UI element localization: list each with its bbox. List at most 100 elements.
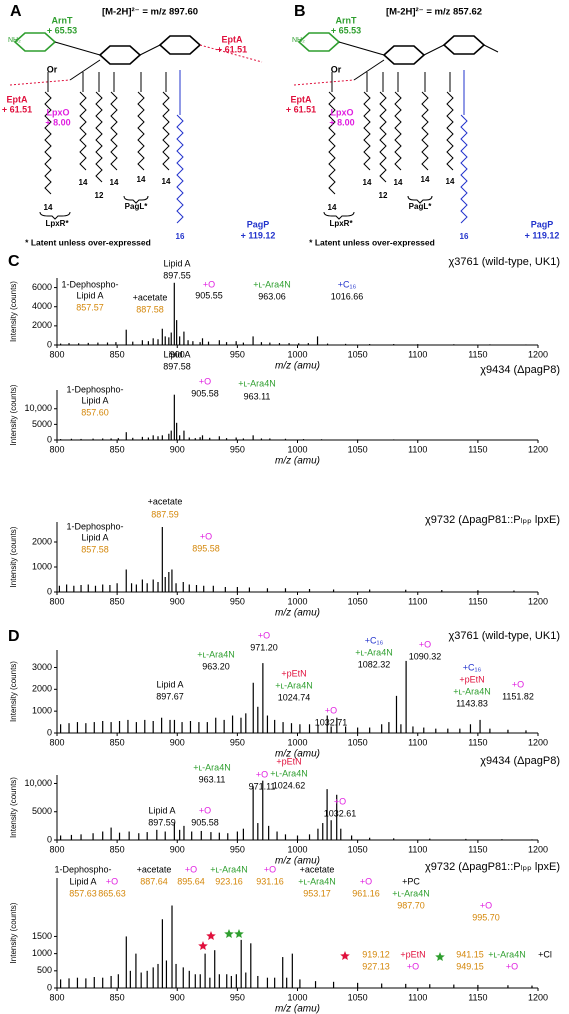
x-tick-label: 1100 <box>408 444 427 454</box>
acyl-chain <box>95 91 103 183</box>
structure-label: LpxO <box>330 107 353 117</box>
y-tick-label: 1500 <box>32 931 52 941</box>
panel-letter: D <box>8 628 20 645</box>
structure-label: LpxO <box>46 107 69 117</box>
peak-annotation: 1016.66 <box>331 291 364 301</box>
chart-title: χ9434 (ΔpagP8) <box>480 364 560 376</box>
x-tick-label: 850 <box>110 844 125 854</box>
structure-label: EptA <box>7 94 28 104</box>
peak-annotation: +ʟ-Ara4N <box>270 768 307 778</box>
panel-letter: C <box>8 253 20 270</box>
peak-annotation: +O <box>199 805 211 815</box>
x-tick-label: 1200 <box>528 992 548 1002</box>
peak-annotation: Lipid A <box>163 349 190 359</box>
peak-annotation: +ʟ-Ara4N <box>253 279 290 289</box>
y-tick-label: 0 <box>47 339 52 349</box>
x-tick-label: 950 <box>230 596 245 606</box>
peak-annotation: 897.67 <box>156 691 184 701</box>
structure-label: + 61.51 <box>217 44 247 54</box>
brace <box>323 211 355 220</box>
y-tick-label: 2000 <box>32 684 52 694</box>
chain-length: 12 <box>95 191 104 200</box>
peak-annotation: +O <box>334 796 346 806</box>
peak-annotation: 1024.74 <box>278 692 311 702</box>
chain-length: 14 <box>44 203 53 212</box>
peak-annotation: 963.20 <box>202 661 230 671</box>
peak-annotation: 953.17 <box>303 888 331 898</box>
x-tick-label: 800 <box>49 992 64 1002</box>
structure-label: + 65.53 <box>331 25 361 35</box>
peak-annotation: +ʟ-Ara4N <box>298 876 335 886</box>
peak-annotation: +C₁₆ <box>463 662 482 672</box>
x-tick-label: 850 <box>110 349 125 359</box>
structure-label: ArnT <box>52 15 73 25</box>
x-tick-label: 1050 <box>348 444 368 454</box>
x-tick-label: 950 <box>230 349 245 359</box>
structure-label: + 8.00 <box>45 117 70 127</box>
acyl-chain <box>137 91 145 171</box>
x-tick-label: 800 <box>49 349 64 359</box>
structure-label: NH₂ <box>292 37 305 44</box>
chain-length: 14 <box>363 178 372 187</box>
acyl-chain <box>162 91 170 171</box>
chart-title: χ9434 (ΔpagP8) <box>480 755 560 767</box>
peak-annotation: +O <box>407 961 419 971</box>
y-tick-label: 1000 <box>32 948 52 958</box>
peak-annotation: Lipid A <box>81 395 108 405</box>
peak-annotation: +acetate <box>300 864 335 874</box>
star-marker <box>224 929 234 938</box>
peak-annotation: +O <box>185 864 197 874</box>
peak-annotation: +O <box>256 769 268 779</box>
x-tick-label: 1150 <box>468 444 487 454</box>
peak-annotation: +ʟ-Ara4N <box>355 647 392 657</box>
peak-annotation: +pEtN <box>281 668 306 678</box>
acyl-chain <box>363 91 371 171</box>
peak-annotation: +ʟ-Ara4N <box>197 649 234 659</box>
x-axis-label: m/z (amu) <box>275 749 320 760</box>
x-tick-label: 1150 <box>468 992 487 1002</box>
peak-annotation: 971.20 <box>250 642 278 652</box>
peak-annotation: +ʟ-Ara4N <box>488 949 525 959</box>
structure-label: PagL* <box>125 202 149 211</box>
y-tick-label: 5000 <box>32 419 52 429</box>
y-tick-label: 1000 <box>32 706 52 716</box>
peak-annotation: Lipid A <box>148 805 175 815</box>
peak-annotation: 897.55 <box>163 270 191 280</box>
peak-annotation: 887.64 <box>140 876 168 886</box>
peak-annotation: 895.64 <box>177 876 205 886</box>
star-marker <box>234 929 244 938</box>
structure-label: + 61.51 <box>2 104 32 114</box>
structure-label: + 119.12 <box>241 230 276 240</box>
peak-annotation: 1082.32 <box>358 659 391 669</box>
x-tick-label: 850 <box>110 444 125 454</box>
structure-label: PagL* <box>409 202 433 211</box>
chain-length: 14 <box>137 175 146 184</box>
y-tick-label: 3000 <box>32 662 52 672</box>
peak-annotation: 857.60 <box>81 407 109 417</box>
peak-annotation: +O <box>506 961 518 971</box>
x-tick-label: 900 <box>170 844 185 854</box>
x-tick-label: 1050 <box>348 349 368 359</box>
peak-annotation: 987.70 <box>397 900 425 910</box>
bond <box>483 44 499 53</box>
x-tick-label: 1150 <box>468 844 487 854</box>
structure-label: Or <box>331 64 342 74</box>
structure-label: + 8.00 <box>329 117 354 127</box>
structure-label: B <box>294 3 306 20</box>
y-tick-label: 0 <box>47 586 52 596</box>
x-tick-label: 850 <box>110 992 125 1002</box>
peak-annotation: 949.15 <box>456 961 484 971</box>
peak-annotation: 963.11 <box>199 774 226 784</box>
chart-title: χ3761 (wild-type, UK1) <box>448 630 560 642</box>
star-marker <box>206 931 216 940</box>
x-tick-label: 1150 <box>468 349 487 359</box>
x-tick-label: 900 <box>170 349 185 359</box>
peak-annotation: Lipid A <box>76 290 103 300</box>
peak-annotation: 1-Dephospho- <box>54 864 111 874</box>
x-tick-label: 800 <box>49 596 64 606</box>
y-tick-label: 0 <box>47 834 52 844</box>
x-tick-label: 1050 <box>348 844 368 854</box>
x-tick-label: 1200 <box>528 737 548 747</box>
peak-annotation: +O <box>258 630 270 640</box>
